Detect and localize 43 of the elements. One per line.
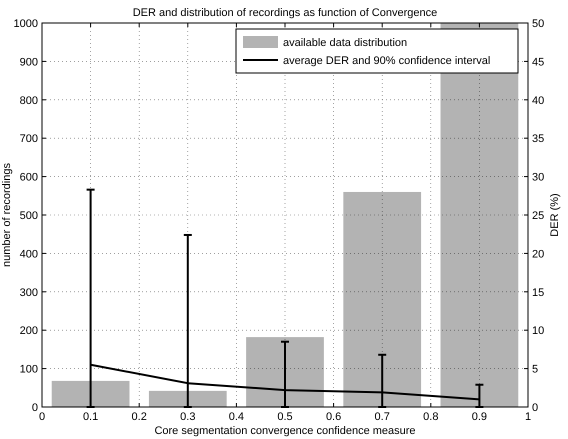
x-tick-label: 0.8: [423, 411, 438, 423]
legend-label: average DER and 90% confidence interval: [283, 55, 490, 67]
x-tick-label: 0.2: [132, 411, 147, 423]
y-tick-label: 900: [20, 56, 38, 68]
bar: [52, 380, 130, 407]
y-tick-label: 600: [20, 172, 38, 184]
bar: [246, 337, 324, 407]
y-tick-label: 500: [20, 210, 38, 222]
chart-title: DER and distribution of recordings as function of Convergence: [132, 7, 438, 19]
x-tick-label: 0.4: [228, 411, 244, 423]
bar: [343, 192, 422, 407]
x-tick-label: 0.5: [277, 411, 293, 423]
x-tick-label: 0.9: [472, 411, 488, 423]
y2-tick-label: 10: [532, 325, 544, 338]
y2-tick-label: 35: [532, 133, 544, 146]
y2-tick-label: 20: [532, 248, 544, 260]
x-tick-label: 0.7: [374, 411, 390, 423]
legend-label: available data distribution: [283, 37, 408, 49]
y2-tick-label: 0: [532, 402, 538, 414]
x-tick-label: 0: [38, 411, 46, 423]
y-tick-label: 1000: [14, 18, 38, 30]
x-tick-label: 0.3: [180, 411, 196, 423]
y-tick-label: 100: [20, 364, 38, 376]
x-tick-label: 0.6: [326, 411, 342, 423]
y-tick-label: 300: [20, 286, 38, 299]
y2-tick-label: 50: [532, 18, 544, 30]
y2-axis-title: DER (%): [549, 193, 561, 237]
y2-tick-label: 25: [532, 210, 544, 222]
x-tick-label: 1: [524, 411, 532, 423]
y-tick-label: 400: [20, 248, 38, 260]
x-axis-title: Core segmentation convergence confidence measure: [154, 425, 416, 437]
x-tick-label: 0.1: [82, 411, 98, 423]
y-tick-label: 800: [20, 94, 38, 107]
y2-tick-label: 30: [532, 172, 544, 184]
bar: [148, 390, 227, 407]
y2-tick-label: 5: [532, 364, 538, 376]
y-tick-label: 0: [32, 402, 38, 414]
y-tick-label: 700: [20, 133, 38, 146]
y-tick-label: 200: [20, 325, 38, 338]
y2-tick-label: 45: [532, 56, 544, 68]
y2-tick-label: 15: [532, 286, 544, 299]
y2-tick-label: 40: [532, 94, 544, 107]
y-axis-title: number of recordings: [1, 162, 13, 267]
